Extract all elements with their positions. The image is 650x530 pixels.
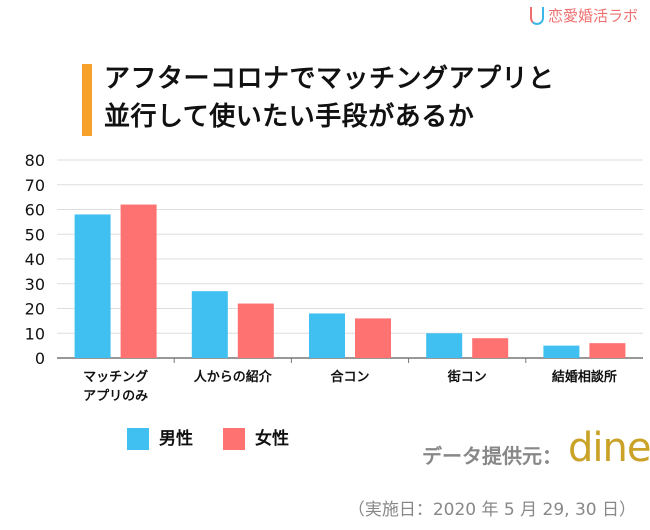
y-tick-label: 80 — [25, 151, 45, 170]
dine-logo: dine — [568, 425, 650, 471]
source-label: データ提供元： — [422, 444, 562, 468]
x-tick-label: マッチング — [83, 369, 148, 385]
title-accent-bar — [82, 64, 92, 136]
bar-male — [191, 291, 228, 358]
bar-female — [472, 338, 509, 358]
bar-female — [120, 204, 157, 358]
y-tick-label: 60 — [25, 201, 45, 220]
y-tick-label: 10 — [25, 324, 45, 343]
x-tick-label: アプリのみ — [83, 389, 148, 404]
x-tick-label: 人からの紹介 — [194, 369, 273, 385]
y-tick-label: 0 — [35, 349, 45, 368]
title-line-2: 並行して使いたい手段があるか — [104, 102, 475, 132]
legend-swatch-male — [127, 428, 149, 450]
bar-male — [426, 333, 463, 358]
title-line-1: アフターコロナでマッチングアプリと — [104, 64, 555, 94]
x-tick-label: 合コン — [330, 369, 369, 385]
bar-male — [74, 214, 111, 358]
bar-female — [355, 318, 391, 358]
y-tick-label: 20 — [25, 300, 45, 319]
logo-text: 恋愛婚活ラボ — [547, 7, 638, 25]
y-tick-label: 70 — [25, 176, 45, 195]
bar-male — [543, 345, 580, 358]
data-source: データ提供元： dine — [422, 424, 650, 468]
legend: 男性 女性 — [127, 428, 289, 450]
legend-female: 女性 — [223, 428, 289, 450]
bar-male — [309, 313, 345, 358]
legend-swatch-female — [223, 428, 245, 450]
survey-date: （実施日：2020 年 5 月 29, 30 日） — [347, 500, 636, 520]
y-tick-label: 30 — [25, 275, 45, 294]
chart-title: アフターコロナでマッチングアプリと 並行して使いたい手段があるか — [104, 60, 555, 136]
y-tick-label: 50 — [25, 225, 45, 244]
bar-female — [589, 343, 626, 358]
legend-label-male: 男性 — [159, 429, 193, 449]
x-tick-label: 街コン — [447, 369, 487, 385]
x-tick-label: 結婚相談所 — [552, 369, 617, 385]
legend-male: 男性 — [127, 428, 193, 450]
y-tick-label: 40 — [25, 250, 45, 269]
flask-icon — [529, 7, 544, 25]
legend-label-female: 女性 — [255, 429, 289, 449]
bar-female — [237, 303, 274, 358]
logo: 恋愛婚活ラボ — [529, 6, 638, 26]
